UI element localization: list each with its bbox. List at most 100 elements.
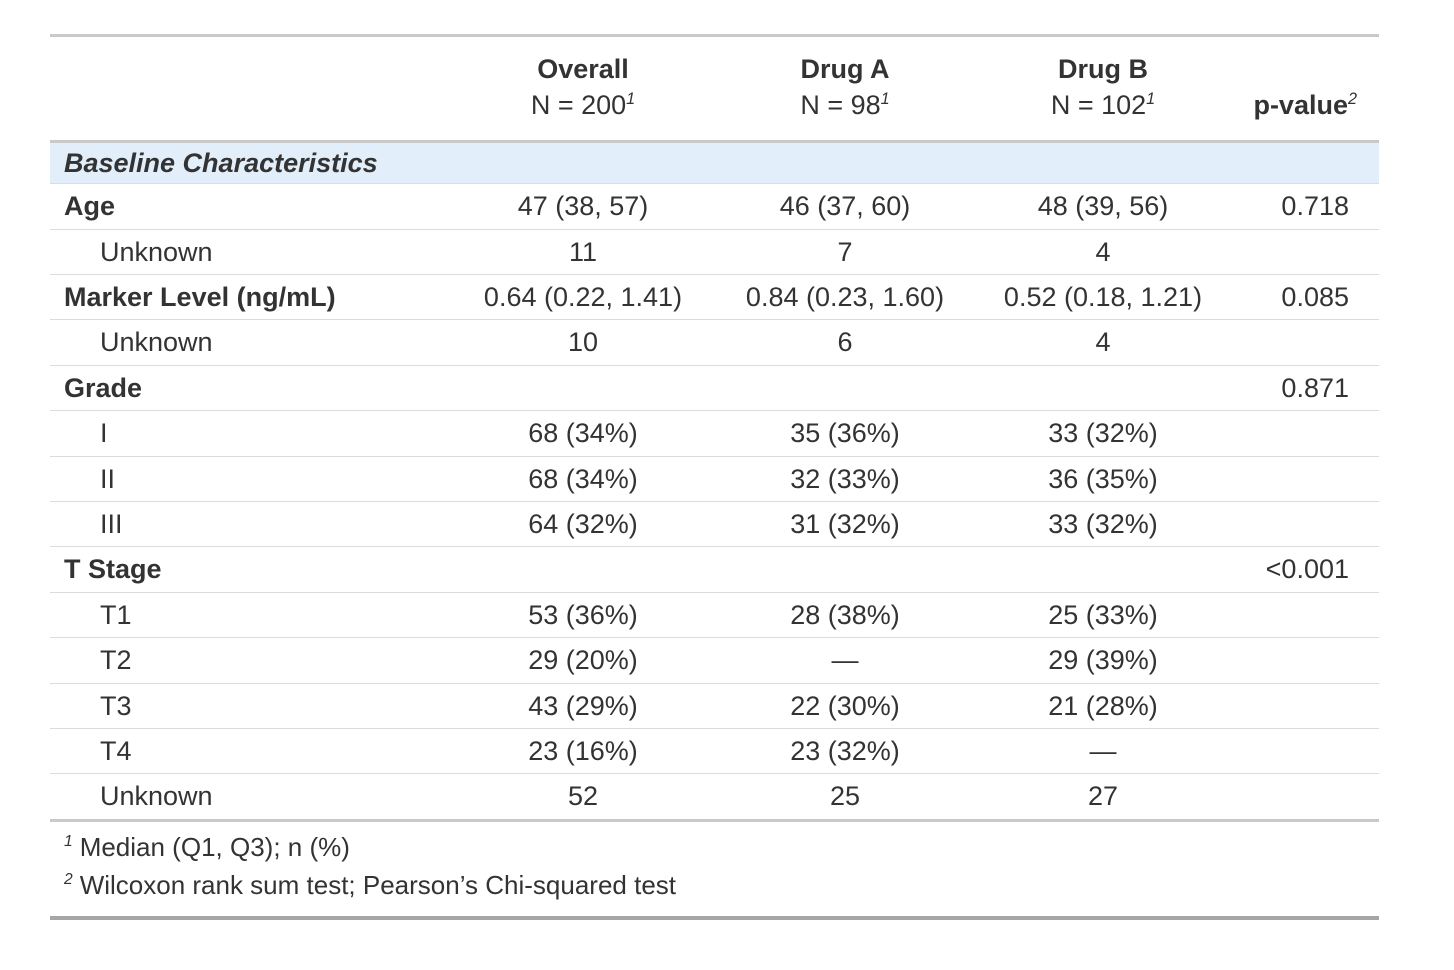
pvalue-cell	[1232, 773, 1379, 821]
drug-b-value-cell: 4	[974, 319, 1232, 366]
pvalue-cell: 0.085	[1232, 274, 1379, 321]
drug-a-value-cell: 0.84 (0.23, 1.60)	[716, 274, 974, 321]
drug-a-value-cell: 46 (37, 60)	[716, 183, 974, 230]
col-header-drug-b: Drug B N = 1021	[974, 34, 1232, 143]
pvalue-cell	[1232, 456, 1379, 503]
drug-b-value-cell: 48 (39, 56)	[974, 183, 1232, 230]
col-title-drug-b: Drug B	[1058, 54, 1148, 84]
table-row: III 64 (32%) 31 (32%) 33 (32%)	[50, 501, 1379, 548]
row-label-cell: T3	[50, 683, 450, 729]
overall-value-cell: 68 (34%)	[450, 456, 716, 503]
pvalue-cell: 0.718	[1232, 183, 1379, 230]
table-row: I 68 (34%) 35 (36%) 33 (32%)	[50, 410, 1379, 457]
drug-b-value-cell	[974, 546, 1232, 593]
drug-a-value-cell: 35 (36%)	[716, 410, 974, 457]
pvalue-cell	[1232, 683, 1379, 729]
table-footer: 1 Median (Q1, Q3); n (%) 2 Wilcoxon rank s…	[50, 818, 1379, 920]
col-n-drug-b: N = 1021	[1050, 90, 1156, 121]
col-n-overall: N = 2001	[530, 90, 636, 121]
pvalue-cell	[1232, 728, 1379, 775]
table-row: Grade 0.871	[50, 365, 1379, 412]
overall-value-cell: 29 (20%)	[450, 637, 716, 684]
col-header-pvalue: p-value2	[1232, 34, 1379, 143]
drug-a-value-cell: —	[716, 637, 974, 684]
table-row: Unknown 10 6 4	[50, 319, 1379, 366]
row-label-cell: T1	[50, 592, 450, 639]
row-label-cell: T Stage	[50, 546, 450, 593]
pvalue-cell	[1232, 637, 1379, 684]
table-row: II 68 (34%) 32 (33%) 36 (35%)	[50, 456, 1379, 503]
drug-a-value-cell: 31 (32%)	[716, 501, 974, 548]
section-header-row: Baseline Characteristics	[50, 141, 1379, 185]
overall-value-cell: 10	[450, 319, 716, 366]
drug-a-value-cell: 23 (32%)	[716, 728, 974, 775]
table-row: Marker Level (ng/mL) 0.64 (0.22, 1.41) 0.8…	[50, 274, 1379, 321]
pvalue-cell	[1232, 592, 1379, 639]
table-row: T2 29 (20%) —29 (39%)	[50, 637, 1379, 684]
overall-value-cell: 23 (16%)	[450, 728, 716, 775]
table-row: Unknown 11 7 4	[50, 229, 1379, 276]
drug-a-value-cell: 25	[716, 773, 974, 821]
row-label-cell: Marker Level (ng/mL)	[50, 274, 450, 321]
table-body: Baseline Characteristics Age 47 (38, 57) 4…	[50, 141, 1379, 821]
drug-b-value-cell: 33 (32%)	[974, 410, 1232, 457]
drug-a-value-cell: 22 (30%)	[716, 683, 974, 729]
col-title-drug-a: Drug A	[800, 54, 890, 84]
drug-b-value-cell: 25 (33%)	[974, 592, 1232, 639]
footnote-1: 1 Median (Q1, Q3); n (%)	[64, 831, 350, 862]
overall-value-cell: 47 (38, 57)	[450, 183, 716, 230]
footnote-row: 1 Median (Q1, Q3); n (%) 2 Wilcoxon rank s…	[50, 818, 1379, 920]
overall-value-cell: 64 (32%)	[450, 501, 716, 548]
col-n-drug-a: N = 981	[800, 90, 890, 121]
row-label-cell: Unknown	[50, 319, 450, 366]
row-label-cell: T4	[50, 728, 450, 775]
overall-value-cell	[450, 365, 716, 412]
footnote-marker: 2	[64, 871, 73, 889]
overall-value-cell: 53 (36%)	[450, 592, 716, 639]
overall-value-cell: 0.64 (0.22, 1.41)	[450, 274, 716, 321]
table-row: T4 23 (16%) 23 (32%) —	[50, 728, 1379, 775]
drug-b-value-cell: 21 (28%)	[974, 683, 1232, 729]
section-header-label: Baseline Characteristics	[50, 141, 1379, 185]
table-row: Age 47 (38, 57) 46 (37, 60) 48 (39, 56) 0.71…	[50, 183, 1379, 230]
table-row: T1 53 (36%) 28 (38%) 25 (33%)	[50, 592, 1379, 639]
overall-value-cell: 68 (34%)	[450, 410, 716, 457]
drug-b-value-cell: 33 (32%)	[974, 501, 1232, 548]
drug-b-value-cell: 27	[974, 773, 1232, 821]
row-label-cell: III	[50, 501, 450, 548]
drug-b-value-cell: 0.52 (0.18, 1.21)	[974, 274, 1232, 321]
footnote-marker: 1	[64, 833, 73, 851]
col-header-drug-a: Drug A N = 981	[716, 34, 974, 143]
drug-a-value-cell: 7	[716, 229, 974, 276]
drug-b-value-cell	[974, 365, 1232, 412]
summary-statistics-table: Overall N = 2001 Drug A N = 981 Drug B N…	[50, 34, 1379, 920]
drug-a-value-cell: 6	[716, 319, 974, 366]
footnote-marker: 1	[880, 90, 890, 109]
table-row: T Stage <0.001	[50, 546, 1379, 593]
header-row: Overall N = 2001 Drug A N = 981 Drug B N…	[50, 34, 1379, 143]
row-label-cell: T2	[50, 637, 450, 684]
pvalue-cell: <0.001	[1232, 546, 1379, 593]
row-label-cell: Age	[50, 183, 450, 230]
row-label-cell: Grade	[50, 365, 450, 412]
overall-value-cell: 43 (29%)	[450, 683, 716, 729]
drug-b-value-cell: —	[974, 728, 1232, 775]
pvalue-cell: 0.871	[1232, 365, 1379, 412]
drug-a-value-cell	[716, 546, 974, 593]
footnote-marker: 2	[1347, 90, 1357, 109]
pvalue-cell	[1232, 410, 1379, 457]
drug-b-value-cell: 4	[974, 229, 1232, 276]
pvalue-cell	[1232, 229, 1379, 276]
footnote-marker: 1	[1146, 90, 1156, 109]
col-header-overall: Overall N = 2001	[450, 34, 716, 143]
pvalue-cell	[1232, 319, 1379, 366]
drug-b-value-cell: 29 (39%)	[974, 637, 1232, 684]
drug-a-value-cell: 32 (33%)	[716, 456, 974, 503]
table-header: Overall N = 2001 Drug A N = 981 Drug B N…	[50, 34, 1379, 143]
row-label-cell: Unknown	[50, 773, 450, 821]
drug-b-value-cell: 36 (35%)	[974, 456, 1232, 503]
overall-value-cell	[450, 546, 716, 593]
pvalue-cell	[1232, 501, 1379, 548]
footnote-2: 2 Wilcoxon rank sum test; Pearson’s Chi-s…	[64, 869, 677, 900]
row-label-cell: II	[50, 456, 450, 503]
